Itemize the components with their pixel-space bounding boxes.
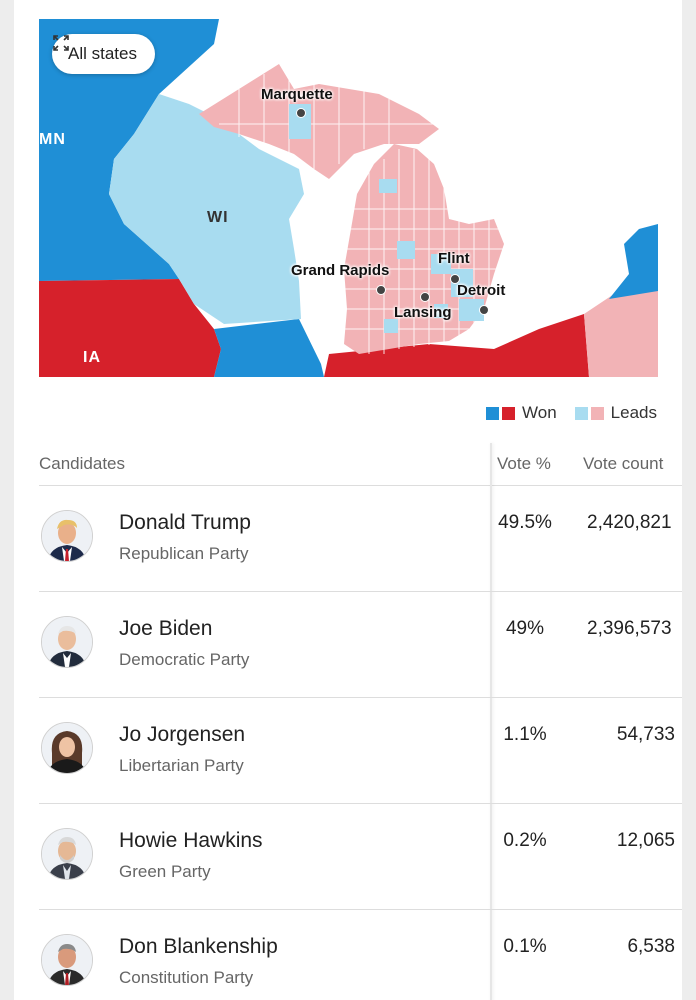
state-in[interactable] (324, 344, 429, 377)
candidate-name: Jo Jorgensen (119, 723, 246, 746)
state-label-ia: IA (83, 349, 101, 366)
header-vote-pct[interactable]: Vote % (497, 454, 551, 473)
state-oh[interactable] (429, 314, 589, 377)
table-row[interactable]: Jo Jorgensen Libertarian Party 1.1% 54,7… (39, 698, 682, 804)
avatar-jorgensen (41, 722, 93, 774)
city-label-flint: Flint (438, 250, 470, 267)
candidate-name: Don Blankenship (119, 935, 278, 958)
vote-count: 54,733 (616, 724, 675, 745)
state-ny[interactable] (609, 224, 658, 299)
candidate-name: Donald Trump (119, 511, 251, 534)
table-row[interactable]: Donald Trump Republican Party 49.5% 2,42… (39, 486, 682, 592)
state-ia[interactable] (39, 279, 221, 377)
legend-swatch-dem-won (486, 406, 500, 420)
vote-count: 12,065 (616, 830, 675, 851)
legend-leads-label: Leads (610, 403, 657, 422)
state-mi-up[interactable] (199, 64, 439, 179)
avatar-hawkins (41, 828, 93, 880)
all-states-label: All states (68, 44, 137, 63)
election-map[interactable]: MN WI IA Marquette Grand Rapids Flint De… (39, 19, 658, 377)
state-pa[interactable] (584, 289, 658, 377)
city-label-grand-rapids: Grand Rapids (291, 262, 390, 279)
vote-pct: 49% (505, 618, 545, 639)
candidate-party: Democratic Party (119, 650, 250, 669)
vote-count: 2,420,821 (587, 512, 672, 533)
vote-count: 6,538 (627, 936, 675, 957)
city-label-detroit: Detroit (457, 282, 506, 299)
candidate-party: Green Party (119, 862, 211, 881)
vote-pct: 0.2% (503, 830, 547, 851)
table-row[interactable]: Howie Hawkins Green Party 0.2% 12,065 (39, 804, 682, 910)
candidate-party: Republican Party (119, 544, 249, 563)
state-mn[interactable] (39, 19, 219, 281)
state-wi[interactable] (109, 94, 304, 324)
candidate-party: Libertarian Party (119, 756, 244, 775)
state-label-wi: WI (207, 209, 229, 226)
vote-pct: 1.1% (503, 724, 547, 745)
map-legend: Won Leads (486, 403, 657, 423)
header-vote-count[interactable]: Vote count (583, 454, 664, 473)
vote-pct: 49.5% (498, 512, 552, 533)
candidate-name: Joe Biden (119, 617, 213, 640)
city-label-marquette: Marquette (261, 86, 333, 103)
results-table-header: Candidates Vote % Vote count (39, 440, 682, 486)
avatar-blankenship (41, 934, 93, 986)
candidate-name: Howie Hawkins (119, 829, 263, 852)
state-label-mn: MN (39, 131, 66, 148)
table-row[interactable]: Don Blankenship Constitution Party 0.1% … (39, 910, 682, 1000)
column-divider (490, 443, 492, 1000)
avatar-trump (41, 510, 93, 562)
avatar-biden (41, 616, 93, 668)
vote-count: 2,396,573 (587, 618, 672, 639)
legend-swatch-rep-leads (590, 406, 604, 420)
map-graphic (39, 19, 658, 377)
expand-icon (53, 35, 69, 51)
vote-pct: 0.1% (503, 936, 547, 957)
all-states-button[interactable]: All states (52, 34, 155, 74)
header-candidates: Candidates (39, 454, 126, 473)
results-card: MN WI IA Marquette Grand Rapids Flint De… (14, 0, 682, 1000)
legend-swatch-rep-won (502, 406, 516, 420)
legend-won-label: Won (522, 403, 557, 422)
city-label-lansing: Lansing (394, 304, 452, 321)
legend-swatch-dem-leads (574, 406, 588, 420)
table-row[interactable]: Joe Biden Democratic Party 49% 2,396,573 (39, 592, 682, 698)
candidate-party: Constitution Party (119, 968, 254, 987)
state-il[interactable] (214, 319, 324, 377)
